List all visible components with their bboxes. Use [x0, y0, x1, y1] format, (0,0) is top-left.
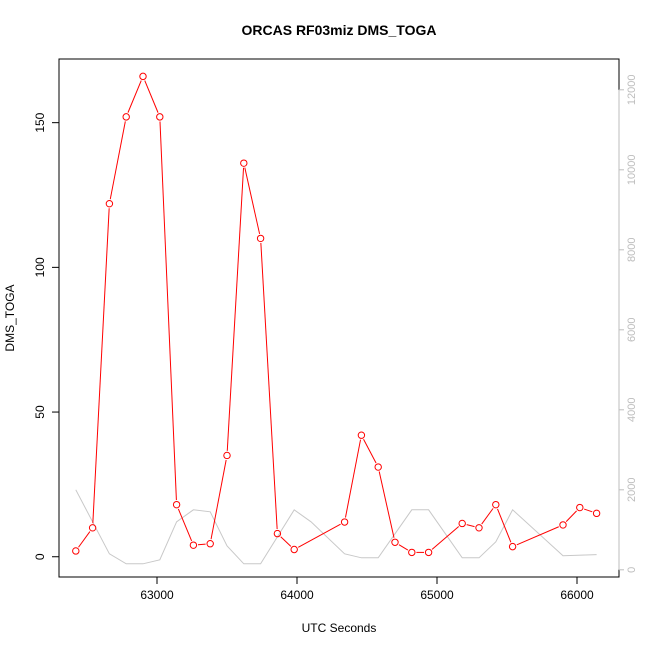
data-point: [475, 524, 483, 532]
data-point: [139, 72, 147, 81]
data-point: [492, 500, 500, 509]
x-axis: 63000 64000 65000 66000: [140, 576, 594, 602]
y-axis-label: DMS_TOGA: [3, 284, 17, 351]
data-point: [374, 463, 382, 471]
data-point: [206, 540, 214, 548]
series-segment: [177, 508, 193, 542]
series-segment: [583, 508, 593, 513]
y2-tick-label: 6000: [626, 318, 638, 342]
data-point: [72, 547, 80, 555]
x-tick-label: 66000: [560, 588, 594, 602]
data-point: [592, 509, 601, 518]
series-segment: [481, 508, 494, 525]
series-segment: [516, 526, 559, 546]
x-tick-label: 63000: [140, 588, 174, 602]
series-segment: [297, 523, 341, 548]
y-tick-label: 150: [33, 112, 47, 132]
data-point: [240, 159, 248, 167]
series-segment: [344, 439, 362, 518]
data-point: [357, 431, 366, 439]
plot-frame: [58, 58, 620, 578]
series-segment: [565, 510, 577, 522]
y-tick-label: 0: [33, 553, 47, 560]
series-segment: [109, 121, 126, 200]
series-segment: [159, 121, 177, 501]
y2-tick-label: 4000: [626, 398, 638, 422]
y2-tick-label: 0: [626, 567, 638, 573]
data-point: [156, 113, 164, 121]
data-point: [458, 519, 466, 528]
series-segment: [226, 167, 245, 451]
x-axis-label: UTC Seconds: [302, 621, 377, 635]
y2-tick-label: 10000: [626, 155, 638, 186]
series-segment: [144, 80, 159, 113]
data-point: [340, 518, 349, 526]
series-segment: [431, 526, 460, 550]
data-point: [559, 521, 567, 529]
data-point: [273, 529, 282, 538]
series-segment: [260, 242, 278, 530]
data-point: [223, 451, 231, 460]
series-segment: [197, 543, 206, 546]
y2-tick-label: 2000: [626, 478, 638, 502]
series-segment: [92, 208, 110, 524]
y-axis: 0 50 100 150: [33, 112, 60, 560]
data-point: [424, 548, 433, 557]
data-point: [290, 545, 298, 554]
data-point: [189, 541, 198, 549]
series-segment: [363, 439, 377, 464]
data-point: [408, 548, 416, 557]
y-tick-label: 50: [33, 405, 47, 419]
series-segment: [280, 536, 292, 547]
series-segment: [398, 544, 409, 551]
y2-tick-label: 12000: [626, 75, 638, 106]
data-point: [105, 199, 114, 208]
series-segment: [378, 471, 395, 538]
series-segment: [210, 459, 227, 540]
data-point: [256, 234, 265, 243]
y2-axis: 0 2000 4000 6000 8000 10000 12000: [618, 75, 638, 573]
series-segment: [244, 167, 261, 235]
x-tick-label: 64000: [280, 588, 314, 602]
data-point: [172, 500, 181, 509]
data-point: [391, 538, 399, 546]
series-segment: [127, 80, 142, 113]
series-layer: [72, 72, 601, 565]
secondary-series-line: [75, 489, 597, 565]
series-segment: [466, 524, 475, 528]
x-tick-label: 65000: [420, 588, 454, 602]
data-point: [122, 113, 130, 121]
chart-title: ORCAS RF03miz DMS_TOGA: [242, 22, 437, 38]
series-segment: [78, 531, 91, 548]
y-tick-label: 100: [33, 257, 47, 277]
data-point: [576, 503, 584, 512]
series-segment: [497, 508, 512, 543]
y2-tick-label: 8000: [626, 238, 638, 262]
data-point: [88, 524, 97, 532]
data-point: [508, 542, 517, 551]
